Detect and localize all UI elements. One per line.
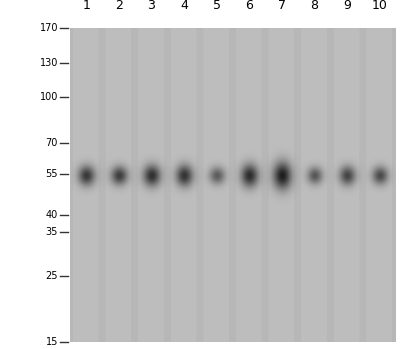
- Text: 9: 9: [343, 0, 351, 12]
- Text: 6: 6: [245, 0, 253, 12]
- Text: 5: 5: [213, 0, 221, 12]
- Text: 170: 170: [40, 23, 58, 33]
- Text: 3: 3: [148, 0, 156, 12]
- Text: 4: 4: [180, 0, 188, 12]
- Text: 25: 25: [46, 271, 58, 281]
- Text: 100: 100: [40, 91, 58, 102]
- Text: 10: 10: [372, 0, 388, 12]
- Text: 40: 40: [46, 210, 58, 220]
- Text: 2: 2: [115, 0, 123, 12]
- Text: 8: 8: [310, 0, 318, 12]
- Text: 130: 130: [40, 58, 58, 68]
- Text: 55: 55: [46, 169, 58, 179]
- Text: 70: 70: [46, 138, 58, 148]
- Text: 1: 1: [82, 0, 90, 12]
- Text: 15: 15: [46, 337, 58, 347]
- Text: 35: 35: [46, 228, 58, 237]
- Text: 7: 7: [278, 0, 286, 12]
